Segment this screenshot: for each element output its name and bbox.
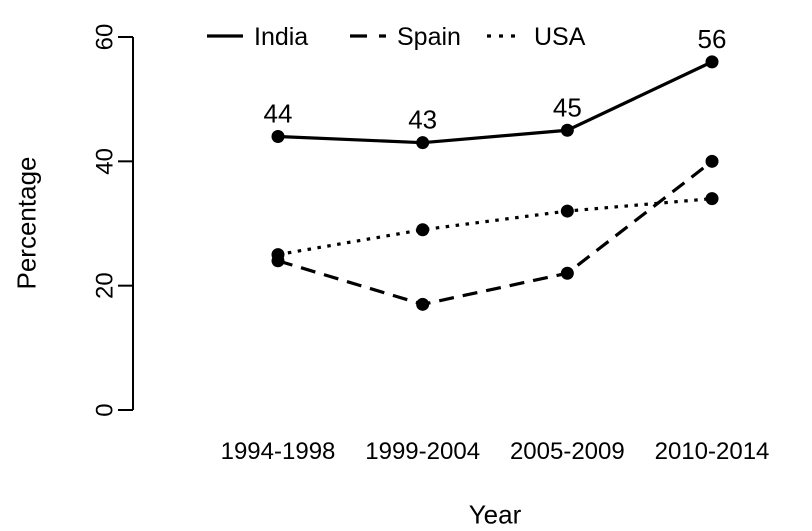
y-tick-label: 40	[91, 148, 118, 175]
x-axis-title: Year	[468, 499, 522, 530]
data-point-usa	[416, 223, 430, 237]
series-line-india	[277, 60, 713, 145]
series-india	[271, 55, 719, 150]
legend-label: India	[254, 23, 308, 51]
series-line-spain	[277, 160, 713, 306]
data-point-india	[271, 129, 285, 143]
x-tick-label: 1999-2004	[365, 438, 480, 465]
y-axis-title: Percentage	[11, 156, 42, 290]
data-point-india	[416, 136, 430, 150]
series-usa	[271, 192, 719, 262]
legend-label: USA	[534, 23, 586, 51]
y-tick-label: 60	[91, 24, 118, 51]
data-point-usa	[705, 192, 719, 206]
y-tick-label: 20	[91, 272, 118, 299]
point-label: 56	[698, 24, 727, 54]
y-tick-label: 0	[91, 403, 118, 416]
data-point-spain	[705, 154, 719, 168]
point-label: 45	[553, 92, 582, 122]
data-point-spain	[560, 266, 574, 280]
x-tick-label: 2010-2014	[655, 438, 770, 465]
point-label: 43	[408, 105, 437, 135]
series-line-usa	[277, 197, 713, 257]
data-point-spain	[271, 254, 285, 268]
data-point-india	[705, 55, 719, 69]
x-tick-label: 1994-1998	[221, 438, 336, 465]
point-label: 44	[264, 98, 293, 128]
series-spain	[271, 154, 719, 311]
data-point-usa	[560, 204, 574, 218]
data-point-india	[560, 123, 574, 137]
legend-label: Spain	[397, 23, 461, 51]
x-tick-label: 2005-2009	[510, 438, 625, 465]
data-point-spain	[416, 297, 430, 311]
